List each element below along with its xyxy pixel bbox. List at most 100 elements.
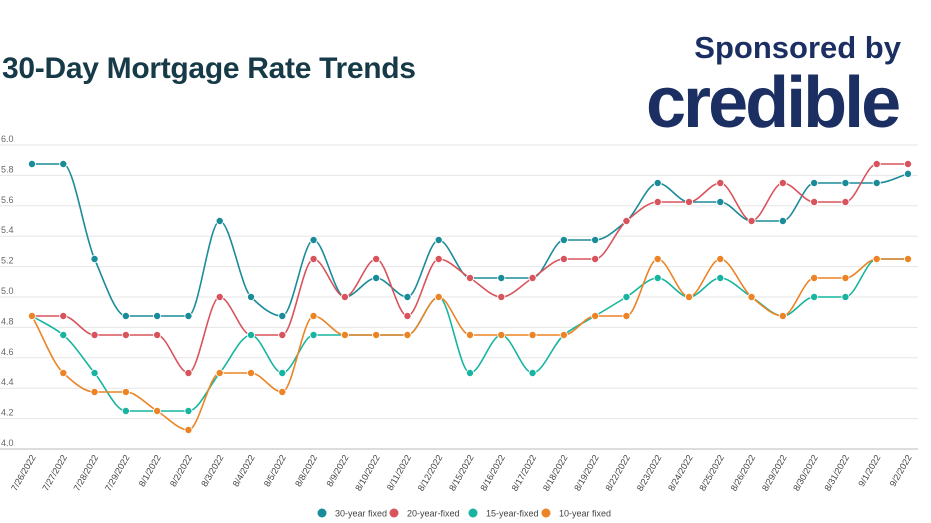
series-points (27, 159, 913, 434)
data-point (904, 159, 913, 168)
data-point (497, 273, 506, 282)
data-point (841, 292, 850, 301)
legend-marker (389, 508, 399, 518)
data-point (153, 311, 162, 320)
legend-label: 30-year fixed (335, 509, 387, 519)
data-point (872, 178, 881, 187)
legend-label: 10-year fixed (559, 509, 611, 519)
data-point (153, 330, 162, 339)
data-point (591, 254, 600, 263)
data-point (434, 235, 443, 244)
data-point (716, 273, 725, 282)
data-point (184, 311, 193, 320)
data-point (59, 368, 68, 377)
x-tick-label: 7/28/2022 (72, 453, 101, 493)
x-tick-label: 8/23/2022 (635, 453, 664, 493)
data-point (904, 254, 913, 263)
data-point (559, 254, 568, 263)
y-tick-label: 5.0 (1, 286, 14, 296)
y-tick-label: 4.2 (1, 408, 14, 418)
data-point (121, 311, 130, 320)
legend: 30-year fixed 20-year-fixed 15-year-fixed 1… (317, 508, 611, 519)
data-point (841, 273, 850, 282)
data-point (403, 292, 412, 301)
x-tick-label: 8/24/2022 (666, 453, 695, 493)
legend-label: 20-year-fixed (407, 509, 460, 519)
x-tick-label: 8/11/2022 (385, 453, 413, 492)
x-tick-label: 8/18/2022 (541, 453, 570, 493)
data-point (497, 330, 506, 339)
data-point (622, 311, 631, 320)
x-tick-label: 7/27/2022 (40, 453, 69, 493)
data-point (653, 197, 662, 206)
x-tick-label: 7/26/2022 (9, 453, 38, 493)
data-point (653, 178, 662, 187)
data-point (309, 330, 318, 339)
x-tick-label: 8/22/2022 (603, 453, 632, 493)
x-tick-label: 8/9/2022 (324, 453, 350, 488)
data-point (27, 311, 36, 320)
y-axis-ticks: 4.0 4.2 4.4 4.6 4.8 5.0 5.2 5.4 5.6 5.8 6.0 (1, 134, 14, 448)
y-tick-label: 4.6 (1, 347, 14, 357)
data-point (872, 159, 881, 168)
data-point (528, 273, 537, 282)
data-point (872, 254, 881, 263)
data-point (278, 311, 287, 320)
x-tick-label: 8/12/2022 (416, 453, 445, 493)
data-point (716, 197, 725, 206)
data-point (246, 330, 255, 339)
data-point (653, 254, 662, 263)
legend-marker (468, 508, 478, 518)
x-tick-label: 9/2/2022 (888, 453, 914, 488)
data-point (465, 368, 474, 377)
data-point (246, 292, 255, 301)
legend-label: 15-year-fixed (486, 509, 539, 519)
data-point (215, 292, 224, 301)
data-point (90, 330, 99, 339)
data-point (747, 216, 756, 225)
y-tick-label: 5.4 (1, 225, 14, 235)
x-tick-label: 8/5/2022 (262, 453, 288, 488)
chart-title: 30-Day Mortgage Rate Trends (2, 52, 416, 85)
data-point (685, 292, 694, 301)
data-point (747, 292, 756, 301)
x-tick-label: 8/15/2022 (447, 453, 476, 493)
data-point (778, 178, 787, 187)
data-point (90, 368, 99, 377)
sponsor-text: Sponsored by (694, 30, 901, 65)
data-point (622, 292, 631, 301)
data-point (810, 178, 819, 187)
x-tick-label: 8/4/2022 (231, 453, 257, 488)
data-point (184, 406, 193, 415)
data-point (465, 330, 474, 339)
y-tick-label: 4.4 (1, 377, 14, 387)
data-point (403, 311, 412, 320)
y-tick-label: 4.0 (1, 438, 14, 448)
data-point (184, 425, 193, 434)
x-tick-label: 8/25/2022 (697, 453, 726, 493)
data-point (121, 387, 130, 396)
data-point (153, 406, 162, 415)
data-point (90, 254, 99, 263)
data-point (841, 197, 850, 206)
credible-logo: credible (646, 63, 901, 143)
x-tick-label: 8/17/2022 (510, 453, 539, 493)
data-point (340, 330, 349, 339)
y-tick-label: 5.6 (1, 195, 14, 205)
data-point (372, 273, 381, 282)
data-point (591, 235, 600, 244)
data-point (278, 330, 287, 339)
data-point (685, 197, 694, 206)
data-point (309, 235, 318, 244)
data-point (309, 311, 318, 320)
data-point (810, 273, 819, 282)
x-tick-label: 8/29/2022 (760, 453, 789, 493)
data-point (653, 273, 662, 282)
data-point (559, 235, 568, 244)
data-point (716, 178, 725, 187)
data-point (778, 216, 787, 225)
data-point (528, 368, 537, 377)
x-tick-label: 8/1/2022 (137, 453, 163, 488)
x-tick-label: 8/2/2022 (168, 453, 194, 488)
